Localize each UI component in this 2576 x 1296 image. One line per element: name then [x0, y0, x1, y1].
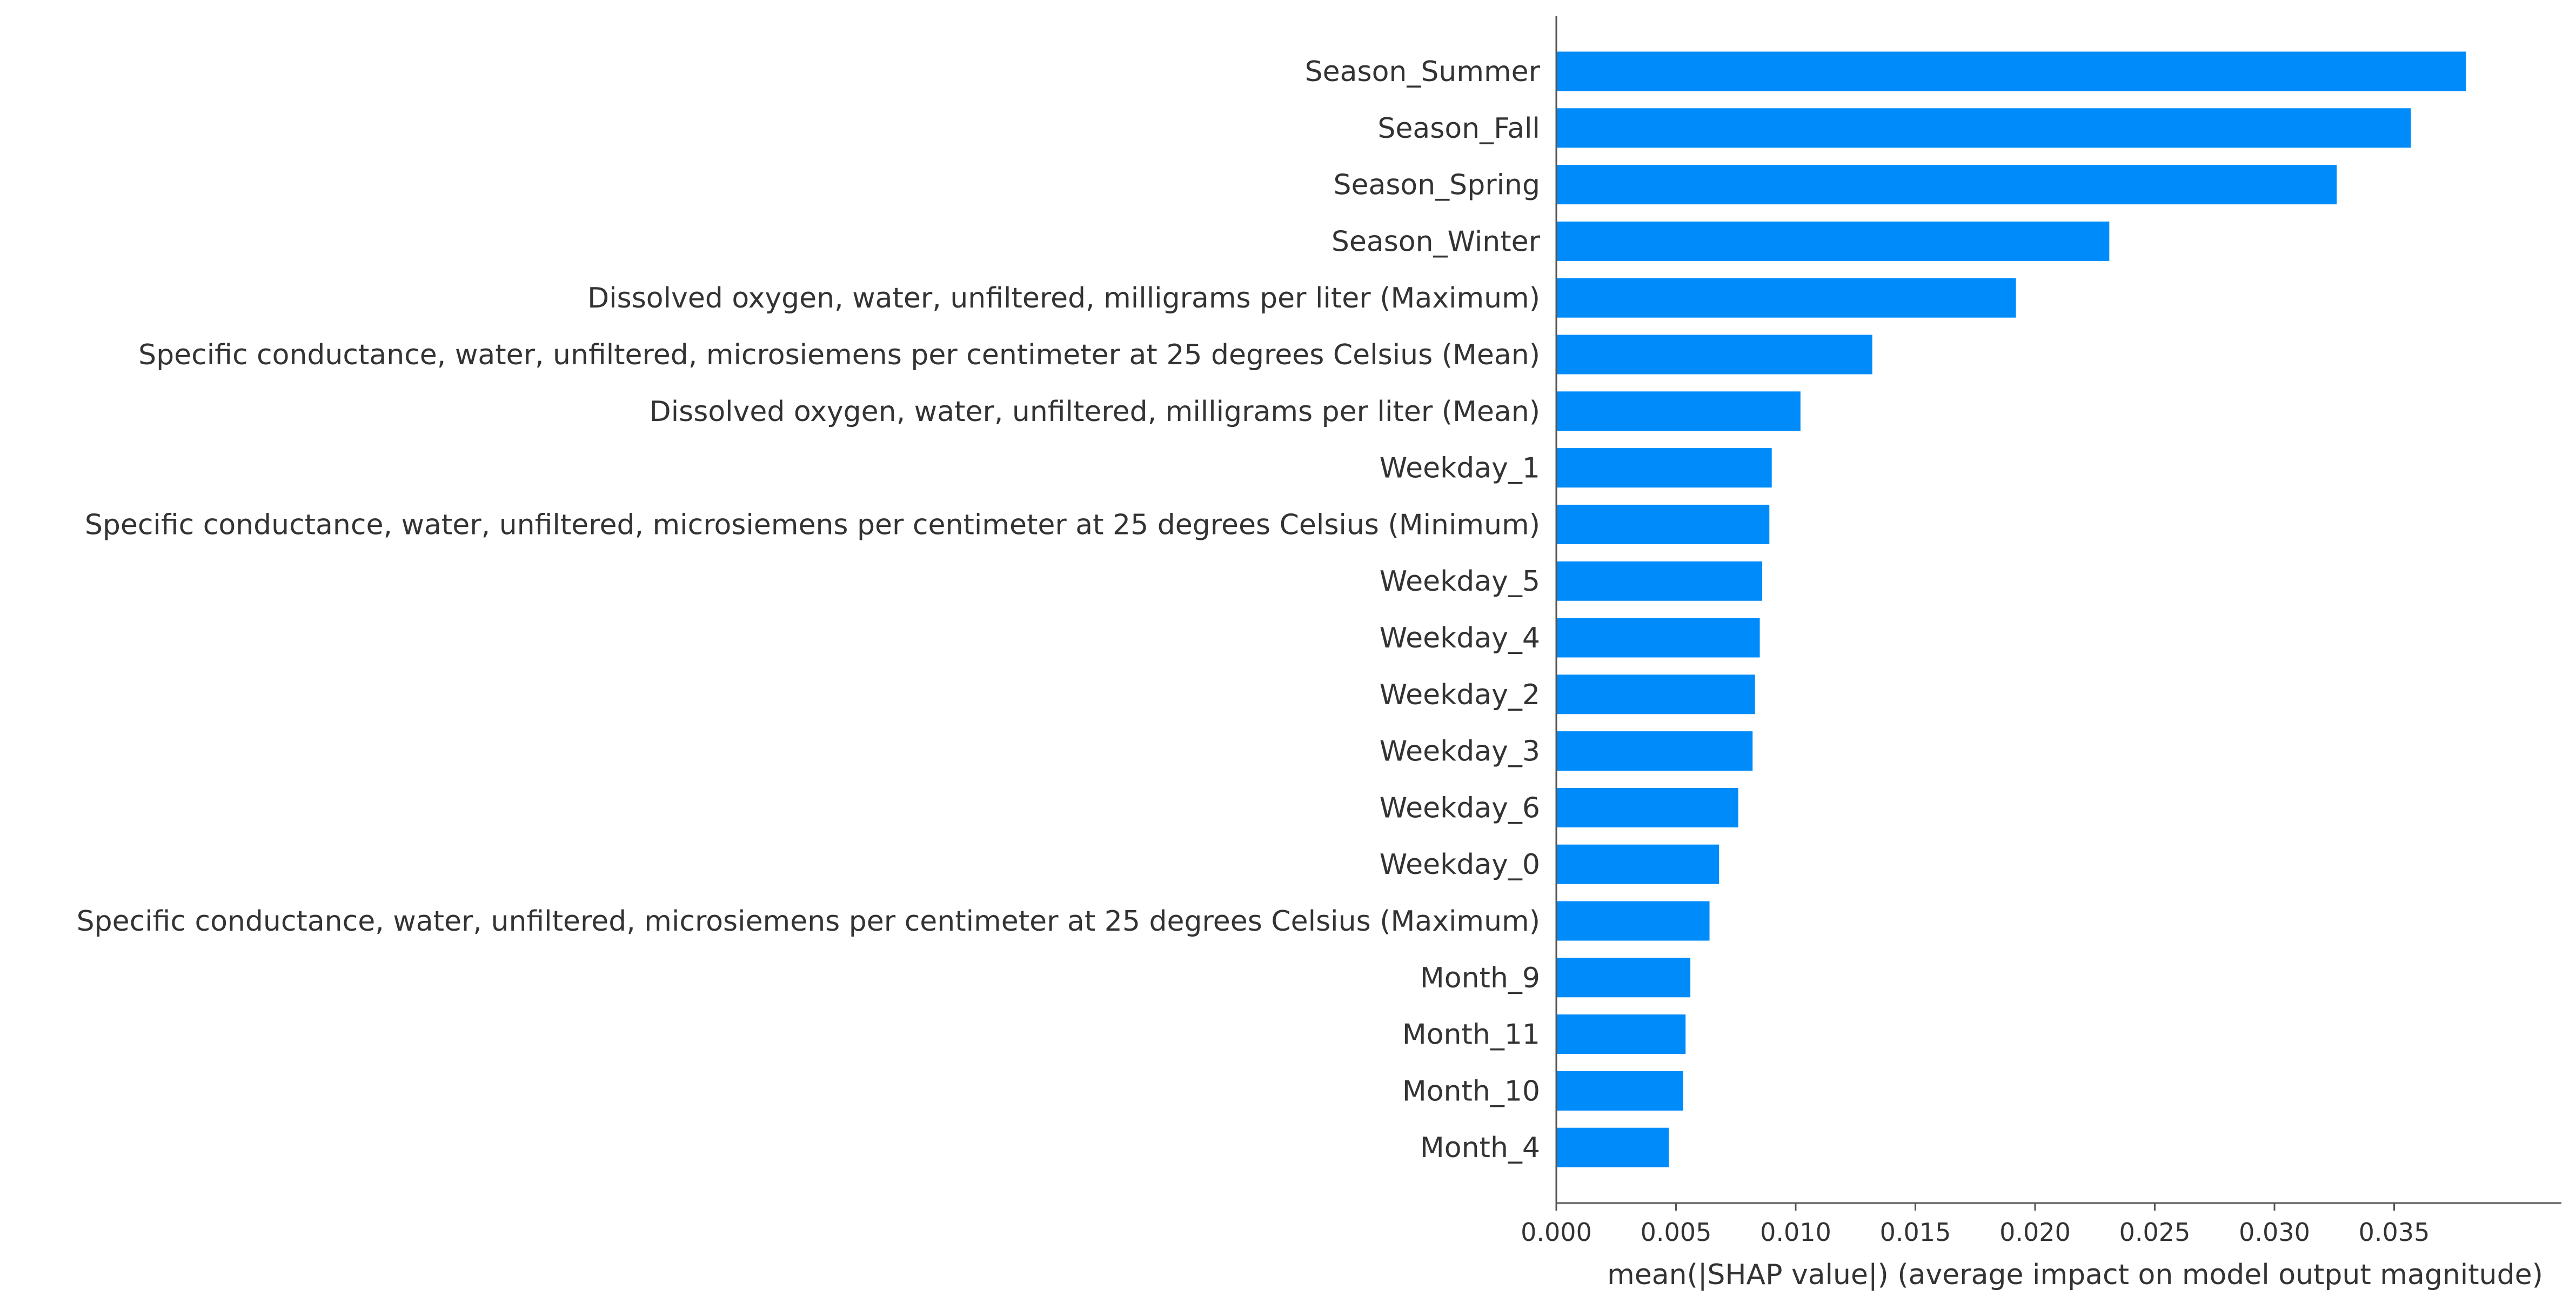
bar-13	[1556, 787, 1738, 827]
bar-0	[1556, 51, 2466, 91]
bar-11	[1556, 674, 1755, 714]
category-labels: Season_Summer Season_Fall Season_Spring Sea…	[77, 56, 1541, 1164]
x-tick-label: 0.010	[1760, 1218, 1831, 1247]
bar-12	[1556, 731, 1753, 771]
bars-layer	[1556, 51, 2466, 1167]
x-tick-label: 0.005	[1641, 1218, 1712, 1247]
category-label: Dissolved oxygen, water, unfiltered, mil…	[587, 282, 1540, 315]
bar-1	[1556, 108, 2411, 148]
bar-10	[1556, 618, 1760, 658]
bar-15	[1556, 901, 1710, 941]
bar-14	[1556, 844, 1719, 884]
x-tick-label: 0.015	[1880, 1218, 1951, 1247]
bar-19	[1556, 1127, 1669, 1167]
category-label: Month_10	[1402, 1075, 1540, 1107]
x-tick-label: 0.030	[2239, 1218, 2310, 1247]
category-label: Specific conductance, water, unfiltered,…	[85, 509, 1540, 541]
category-label: Weekday_0	[1380, 849, 1540, 881]
x-axis-ticks: 0.000 0.005 0.010 0.015 0.020 0.025 0.030 0.035	[1521, 1203, 2430, 1247]
category-label: Weekday_2	[1380, 679, 1540, 711]
category-label: Specific conductance, water, unfiltered,…	[138, 339, 1540, 371]
category-label: Weekday_1	[1380, 452, 1540, 485]
x-tick-label: 0.025	[2119, 1218, 2191, 1247]
bar-2	[1556, 165, 2337, 205]
bar-16	[1556, 958, 1691, 998]
category-label: Season_Spring	[1333, 169, 1540, 202]
bar-6	[1556, 391, 1801, 431]
category-label: Season_Fall	[1377, 112, 1540, 145]
category-label: Weekday_3	[1380, 736, 1540, 768]
bar-18	[1556, 1071, 1683, 1111]
category-label: Season_Winter	[1332, 225, 1541, 258]
bar-3	[1556, 221, 2110, 261]
bar-17	[1556, 1014, 1686, 1054]
x-axis-title: mean(|SHAP value|) (average impact on mo…	[1607, 1259, 2543, 1291]
category-label: Specific conductance, water, unfiltered,…	[77, 905, 1540, 938]
bar-7	[1556, 448, 1772, 488]
category-label: Month_4	[1420, 1132, 1540, 1164]
bar-8	[1556, 504, 1770, 544]
category-label: Month_9	[1420, 962, 1540, 994]
x-tick-label: 0.020	[1999, 1218, 2071, 1247]
category-label: Dissolved oxygen, water, unfiltered, mil…	[650, 396, 1540, 428]
bar-5	[1556, 335, 1872, 375]
bar-4	[1556, 278, 2016, 318]
category-label: Weekday_6	[1380, 792, 1540, 824]
x-tick-label: 0.035	[2359, 1218, 2430, 1247]
category-label: Month_11	[1402, 1019, 1540, 1051]
category-label: Season_Summer	[1305, 56, 1541, 88]
category-label: Weekday_4	[1380, 622, 1540, 654]
category-label: Weekday_5	[1380, 565, 1540, 598]
bar-9	[1556, 561, 1762, 601]
x-tick-label: 0.000	[1521, 1218, 1592, 1247]
